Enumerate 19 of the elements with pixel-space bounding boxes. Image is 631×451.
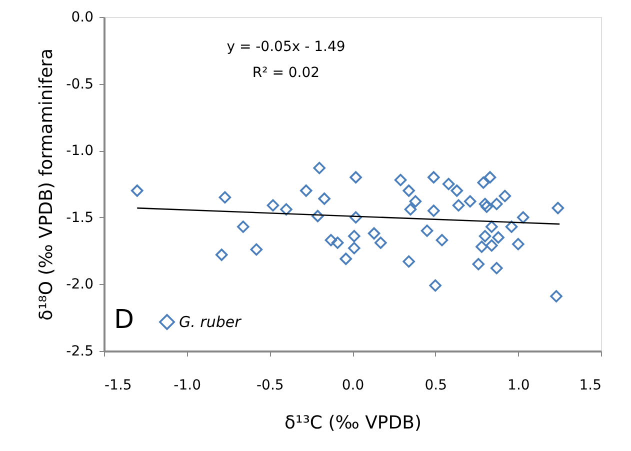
legend-label: G. ruber [179,313,242,331]
y-tick-label: -2.0 [66,276,94,293]
y-tick-label: -1.0 [66,143,94,160]
y-tick-label: -1.5 [66,210,94,226]
y-tick-label: -2.5 [66,344,94,360]
x-axis-title: δ¹³C (‰ VPDB) [284,412,422,434]
annotation: D [114,305,134,335]
y-axis-title: δ¹⁸O (‰ VPDB) formaminifera [36,48,58,321]
x-tick-label: 1.0 [508,378,530,394]
x-tick-label: -1.0 [174,378,201,394]
x-tick-label: 1.5 [579,378,602,394]
y-tick-label: -0.5 [66,76,94,92]
y-tick-label: 0.0 [71,10,94,26]
x-tick-label: -0.5 [256,378,284,394]
annotation: R² = 0.02 [252,65,320,81]
x-tick-label: 0.0 [342,378,364,394]
annotation: y = -0.05x - 1.49 [226,39,346,55]
x-tick-label: 0.5 [424,378,447,394]
x-tick-label: -1.5 [104,378,132,394]
